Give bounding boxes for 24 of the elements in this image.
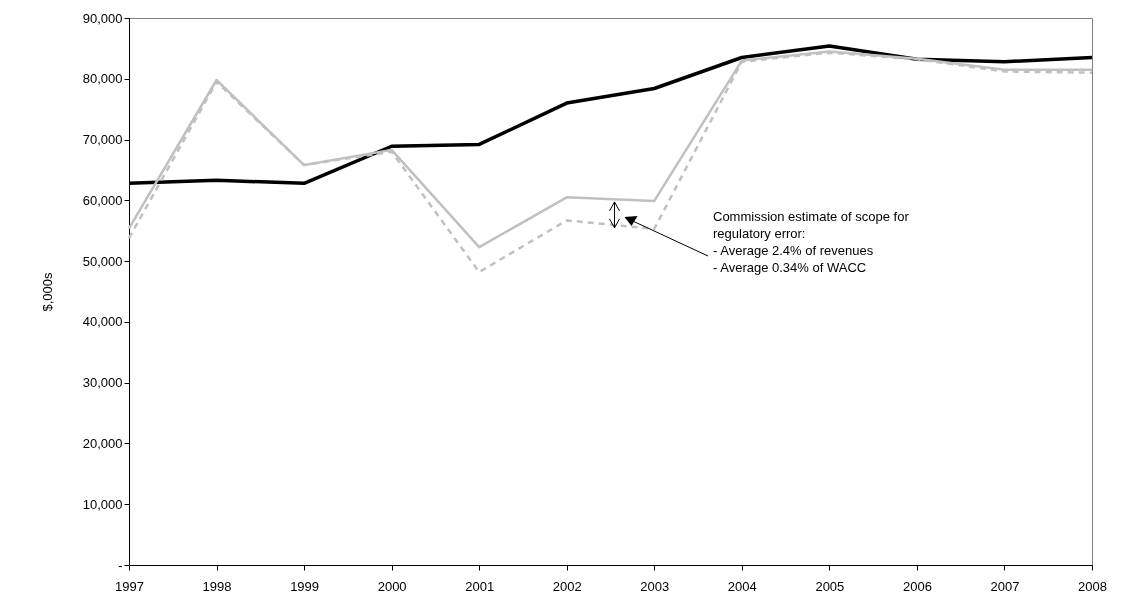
y-tick-label: 70,000 — [82, 132, 123, 148]
y-tick-label: 40,000 — [82, 314, 123, 330]
y-tick-label: - — [118, 557, 123, 573]
y-tick-label: 20,000 — [82, 435, 123, 451]
x-tick-label: 2005 — [815, 578, 845, 594]
y-tick-label: 10,000 — [82, 496, 123, 512]
y-tick-label: 50,000 — [82, 253, 123, 269]
y-tick-label: 60,000 — [82, 192, 123, 208]
x-tick-label: 1998 — [202, 578, 232, 594]
x-tick-label: 2006 — [902, 578, 932, 594]
y-tick-label: 90,000 — [82, 10, 123, 26]
x-tick-label: 2008 — [1078, 578, 1107, 594]
y-tick-label: 80,000 — [82, 71, 123, 87]
x-tick-label: 2002 — [552, 578, 582, 594]
x-tick-label: 2004 — [727, 578, 757, 594]
x-tick-label: 2003 — [640, 578, 670, 594]
x-tick-label: 2007 — [990, 578, 1020, 594]
x-tick-label: 1997 — [115, 578, 144, 594]
y-axis-title: $,000s — [39, 271, 55, 312]
x-tick-label: 1999 — [290, 578, 320, 594]
x-tick-label: 2000 — [377, 578, 407, 594]
y-tick-label: 30,000 — [82, 375, 123, 391]
annotation: Commission estimate of scope for regulatory error: - Average 2.4% of revenues - Average 0.34% of WACC — [713, 209, 910, 275]
x-tick-label: 2001 — [465, 578, 495, 594]
